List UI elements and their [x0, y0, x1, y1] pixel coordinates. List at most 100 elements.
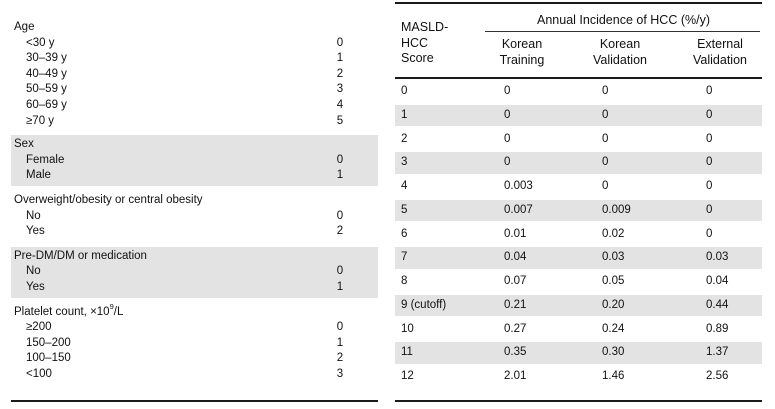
external-validation-cell: 1.37 [706, 346, 729, 359]
korean-validation-cell: 0 [602, 132, 609, 145]
group-title: Age [11, 20, 378, 36]
score-cell: 2 [401, 132, 408, 145]
component-label: 30–39 y [26, 52, 67, 65]
component-label: 60–69 y [26, 98, 67, 111]
component-row: 50–59 y 3 [11, 82, 378, 98]
score-cell: 4 [401, 180, 408, 192]
score-cell: 1 [401, 108, 408, 121]
incidence-row: 5 0.007 0.009 0 [395, 199, 762, 222]
right-header-rule [395, 77, 762, 79]
right-top-rule [395, 2, 762, 4]
title-suffix: /L [113, 305, 124, 318]
score-cell: 10 [401, 322, 414, 335]
korean-training-cell: 0.35 [504, 346, 527, 359]
incidence-span-header: Annual Incidence of HCC (%/y) [537, 13, 710, 27]
korean-validation-cell: 0.009 [602, 203, 631, 216]
score-cell: 0 [401, 85, 408, 97]
korean-validation-cell: 0.24 [602, 322, 625, 335]
group-title: Pre-DM/DM or medication [11, 249, 378, 265]
span-header-underline [485, 31, 760, 32]
korean-validation-cell: 0.03 [602, 251, 625, 264]
right-bottom-rule [395, 400, 762, 402]
score-group: Age <30 y 0 30–39 y 1 40–49 y 2 50–59 y 3 60–69 y… [11, 20, 378, 131]
col-header-line: Training [499, 52, 545, 67]
incidence-row: 10 0.27 0.24 0.89 [395, 319, 762, 341]
component-label: 50–59 y [26, 83, 67, 96]
group-title: Sex [11, 137, 378, 153]
score-components-table: Age <30 y 0 30–39 y 1 40–49 y 2 50–59 y 3 60–69 y… [11, 20, 378, 384]
col-header-line: External [697, 37, 743, 51]
incidence-row: 4 0.003 0 0 [395, 176, 762, 198]
component-row: Yes 1 [11, 280, 378, 296]
external-validation-cell: 0.04 [706, 275, 729, 287]
component-score: 2 [336, 225, 344, 238]
score-cell: 3 [401, 156, 408, 169]
component-score: 1 [336, 169, 344, 182]
korean-training-cell: 0.21 [504, 298, 527, 311]
col-header-line: Korean [501, 37, 543, 51]
component-row: <100 3 [11, 367, 378, 383]
component-score: 0 [336, 209, 344, 222]
component-row: 150–200 1 [11, 336, 378, 352]
component-score: 0 [336, 153, 344, 166]
component-label: Female [26, 153, 65, 166]
score-cell: 5 [401, 203, 408, 216]
component-label: Male [26, 169, 51, 182]
korean-training-cell: 0 [504, 85, 511, 97]
score-column-header: MASLD- HCC Score [401, 20, 448, 67]
title-superscript: 9 [109, 301, 114, 311]
incidence-row: 12 2.01 1.46 2.56 [395, 366, 762, 388]
component-row: 60–69 y 4 [11, 98, 378, 114]
korean-training-cell: 0.04 [504, 251, 527, 264]
group-title-text: Pre-DM/DM or medication [14, 249, 147, 262]
group-title-text: Sex [14, 138, 34, 151]
component-score: 3 [336, 367, 344, 380]
korean-validation-cell: 0.05 [602, 275, 625, 287]
incidence-row: 3 0 0 0 [395, 152, 762, 174]
component-score: 2 [336, 352, 344, 365]
component-row: No 0 [11, 209, 378, 225]
korean-validation-cell: 0.30 [602, 346, 625, 359]
external-validation-cell: 0 [706, 132, 713, 145]
score-cell: 8 [401, 275, 408, 287]
component-label: 40–49 y [26, 67, 67, 80]
external-validation-cell: 0.89 [706, 322, 729, 335]
group-title-text: Overweight/obesity or central obesity [14, 193, 203, 206]
score-header-line: HCC [401, 35, 429, 50]
component-label: No [26, 209, 41, 222]
korean-training-cell: 0.01 [504, 227, 527, 240]
external-validation-cell: 0 [706, 85, 713, 97]
score-cell: 9 (cutoff) [401, 298, 447, 311]
korean-validation-cell: 0.02 [602, 227, 625, 240]
component-score: 4 [336, 98, 344, 111]
component-row: 30–39 y 1 [11, 51, 378, 67]
external-validation-cell: 0 [706, 156, 713, 169]
korean-training-cell: 0.27 [504, 322, 527, 335]
component-row: ≥70 y 5 [11, 114, 378, 130]
component-label: 100–150 [26, 352, 71, 365]
component-score: 1 [336, 52, 344, 65]
incidence-row: 6 0.01 0.02 0 [395, 224, 762, 246]
incidence-row: 0 0 0 0 [395, 81, 762, 103]
korean-validation-cell: 0 [602, 156, 609, 169]
external-validation-cell: 2.56 [706, 370, 729, 382]
component-label: <30 y [26, 36, 55, 49]
incidence-row: 7 0.04 0.03 0.03 [395, 247, 762, 269]
left-bottom-rule [11, 400, 378, 402]
external-validation-cell: 0 [706, 180, 713, 192]
korean-training-header: Korean Training [487, 37, 557, 68]
external-validation-cell: 0.03 [706, 251, 729, 264]
score-cell: 7 [401, 251, 408, 264]
external-validation-header: External Validation [679, 37, 761, 68]
component-row: ≥200 0 [11, 320, 378, 336]
korean-training-cell: 0 [504, 108, 511, 121]
col-header-line: Validation [593, 52, 647, 67]
component-score: 0 [336, 36, 344, 49]
incidence-row: 9 (cutoff) 0.21 0.20 0.44 [395, 294, 762, 317]
component-label: 150–200 [26, 336, 71, 349]
korean-training-cell: 0.007 [504, 203, 533, 216]
korean-validation-cell: 0 [602, 85, 609, 97]
score-cell: 12 [401, 370, 414, 382]
component-score: 3 [336, 83, 344, 96]
